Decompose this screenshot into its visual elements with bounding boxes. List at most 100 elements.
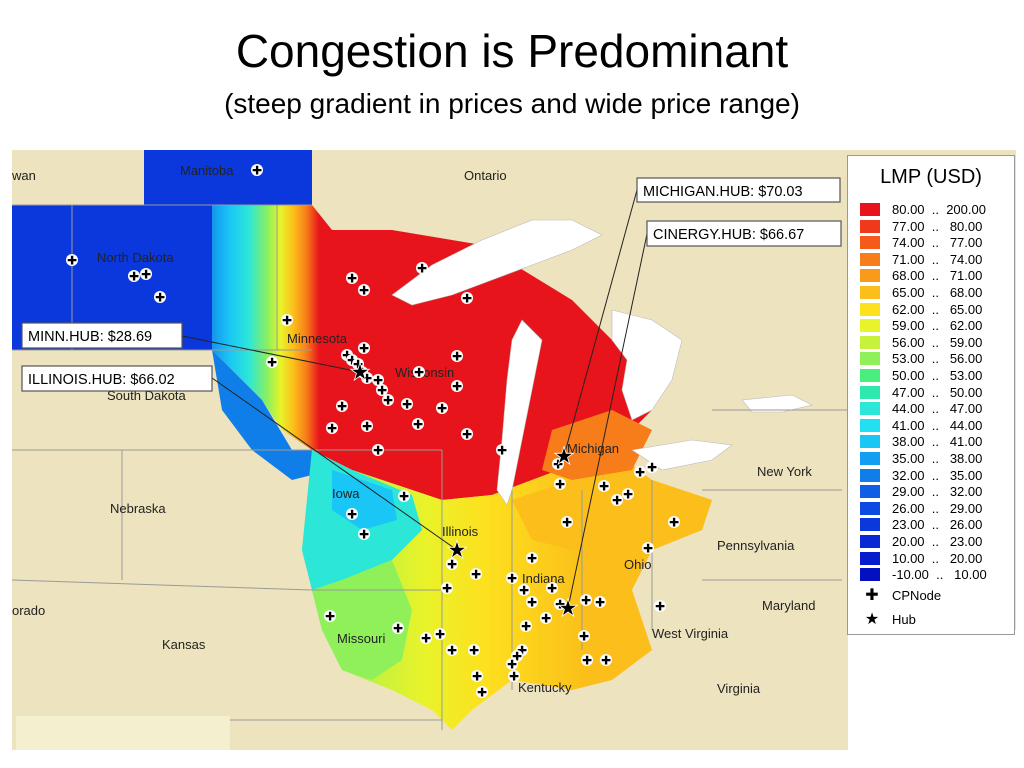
cpnode-plus-icon: ✚ — [509, 670, 519, 684]
legend-swatch — [860, 302, 880, 316]
cpnode-marker — [642, 542, 654, 554]
cpnode-plus-icon: ✚ — [141, 268, 151, 282]
cpnode-plus-icon: ✚ — [399, 490, 409, 504]
legend-swatch — [860, 319, 880, 333]
callout-michigan-hub: MICHIGAN.HUB: $70.03 — [636, 177, 841, 203]
michigan-east-orange — [542, 410, 652, 480]
cpnode-plus-icon: ✚ — [519, 584, 529, 598]
legend-hub-label: Hub — [892, 612, 916, 627]
legend-swatch — [860, 203, 880, 216]
legend-swatch — [860, 252, 880, 266]
legend-range-label: 32.00 .. 35.00 — [892, 467, 983, 483]
legend-swatch — [860, 335, 880, 349]
cpnode-plus-icon: ✚ — [362, 372, 372, 386]
legend-swatch — [860, 568, 880, 582]
legend-range-label: 29.00 .. 32.00 — [892, 484, 983, 500]
cpnode-marker — [434, 628, 446, 640]
cpnode-marker — [526, 552, 538, 564]
cpnode-plus-icon: ✚ — [442, 582, 452, 596]
cpnode-marker — [382, 394, 394, 406]
cpnode-plus-icon: ✚ — [421, 632, 431, 646]
lmp-legend: LMP (USD) 80.00 .. 200.00 77.00 .. 80.00 7… — [847, 155, 1015, 635]
legend-range-row: 56.00 .. 59.00 — [860, 335, 1010, 351]
legend-swatch — [860, 352, 880, 366]
legend-range-label: 65.00 .. 68.00 — [892, 285, 983, 300]
map-label-west-virginia: West Virginia — [652, 626, 729, 641]
cpnode-plus-icon: ✚ — [581, 594, 591, 608]
cpnode-marker — [461, 428, 473, 440]
cpnode-plus-icon: ✚ — [155, 291, 165, 305]
map-label-south-dakota: South Dakota — [107, 388, 187, 403]
legend-cpnode-row: ✚ CPNode — [860, 588, 1010, 604]
map-label-kentucky: Kentucky — [518, 680, 572, 695]
cpnode-marker — [506, 658, 518, 670]
callout-illinois-hub-label: ILLINOIS.HUB: $66.02 — [28, 372, 175, 388]
cpnode-marker — [446, 558, 458, 570]
cpnode-plus-icon: ✚ — [357, 366, 367, 380]
cpnode-marker — [518, 584, 530, 596]
cpnode-plus-icon: ✚ — [579, 630, 589, 644]
hub-symbol-icon: ★ — [864, 611, 880, 628]
cpnode-plus-icon: ✚ — [517, 644, 527, 658]
cpnode-plus-icon: ✚ — [447, 558, 457, 572]
legend-swatch — [860, 535, 880, 548]
legend-range-row: 80.00 .. 200.00 — [860, 202, 1010, 218]
legend-range-row: 23.00 .. 26.00 — [860, 517, 1010, 533]
cpnode-marker — [266, 356, 278, 368]
legend-range-label: 62.00 .. 65.00 — [892, 301, 983, 317]
cpnode-plus-icon: ✚ — [359, 342, 369, 356]
legend-range-row: 26.00 .. 29.00 — [860, 501, 1010, 517]
cpnode-plus-icon: ✚ — [347, 272, 357, 286]
cpnode-marker — [436, 402, 448, 414]
map-label-manitoba: Manitoba — [180, 163, 234, 178]
canada-region — [312, 150, 847, 320]
legend-range-label: 74.00 .. 77.00 — [892, 235, 983, 251]
cpnode-marker — [552, 458, 564, 470]
cpnode-marker — [476, 686, 488, 698]
cpnode-marker — [281, 314, 293, 326]
legend-range-label: 44.00 .. 47.00 — [892, 401, 983, 417]
cpnode-plus-icon: ✚ — [562, 516, 572, 530]
cpnode-plus-icon: ✚ — [472, 670, 482, 684]
legend-range-row: 32.00 .. 35.00 — [860, 468, 1010, 484]
hub-markers: ★ ★ ★ ★ — [349, 358, 579, 623]
map-label-colorado-cut: orado — [12, 603, 45, 618]
cpnode-plus-icon: ✚ — [655, 600, 665, 614]
cpnode-plus-icon: ✚ — [599, 480, 609, 494]
legend-swatch — [860, 385, 880, 399]
cpnode-marker — [646, 461, 658, 473]
cpnode-marker — [471, 670, 483, 682]
legend-swatch — [860, 269, 880, 283]
cpnode-marker — [401, 398, 413, 410]
legend-range-row: 50.00 .. 53.00 — [860, 368, 1010, 384]
cpnode-marker — [554, 598, 566, 610]
hub-star-icon: ★ — [349, 358, 371, 386]
callout-illinois-hub: ILLINOIS.HUB: $66.02 — [21, 365, 213, 392]
cpnode-plus-icon: ✚ — [555, 478, 565, 492]
cpnode-marker — [446, 644, 458, 656]
map-label-new-york: New York — [757, 464, 812, 479]
legend-range-row: 44.00 .. 47.00 — [860, 401, 1010, 417]
cpnode-marker — [594, 596, 606, 608]
legend-swatch — [860, 518, 880, 532]
cpnode-marker — [578, 630, 590, 642]
cpnode-plus-icon: ✚ — [347, 508, 357, 522]
cpnode-marker — [326, 422, 338, 434]
dakota-region — [12, 205, 212, 350]
legend-swatch — [860, 468, 880, 482]
cpnode-plus-icon: ✚ — [471, 568, 481, 582]
cpnode-plus-icon: ✚ — [402, 398, 412, 412]
map-label-iowa: Iowa — [332, 486, 360, 501]
hub-star-icon: ★ — [446, 536, 468, 564]
cpnode-plus-icon: ✚ — [497, 444, 507, 458]
cpnode-plus-icon: ✚ — [643, 542, 653, 556]
cpnode-marker — [468, 644, 480, 656]
lake-michigan — [496, 319, 543, 506]
cpnode-plus-icon: ✚ — [541, 612, 551, 626]
legend-range-row: 20.00 .. 23.00 — [860, 534, 1010, 550]
callout-cinergy-hub-label: CINERGY.HUB: $66.67 — [653, 227, 804, 243]
cpnode-plus-icon: ✚ — [437, 402, 447, 416]
cpnode-plus-icon: ✚ — [347, 354, 357, 368]
cpnode-marker — [324, 610, 336, 622]
legend-range-label: 68.00 .. 71.00 — [892, 268, 983, 284]
